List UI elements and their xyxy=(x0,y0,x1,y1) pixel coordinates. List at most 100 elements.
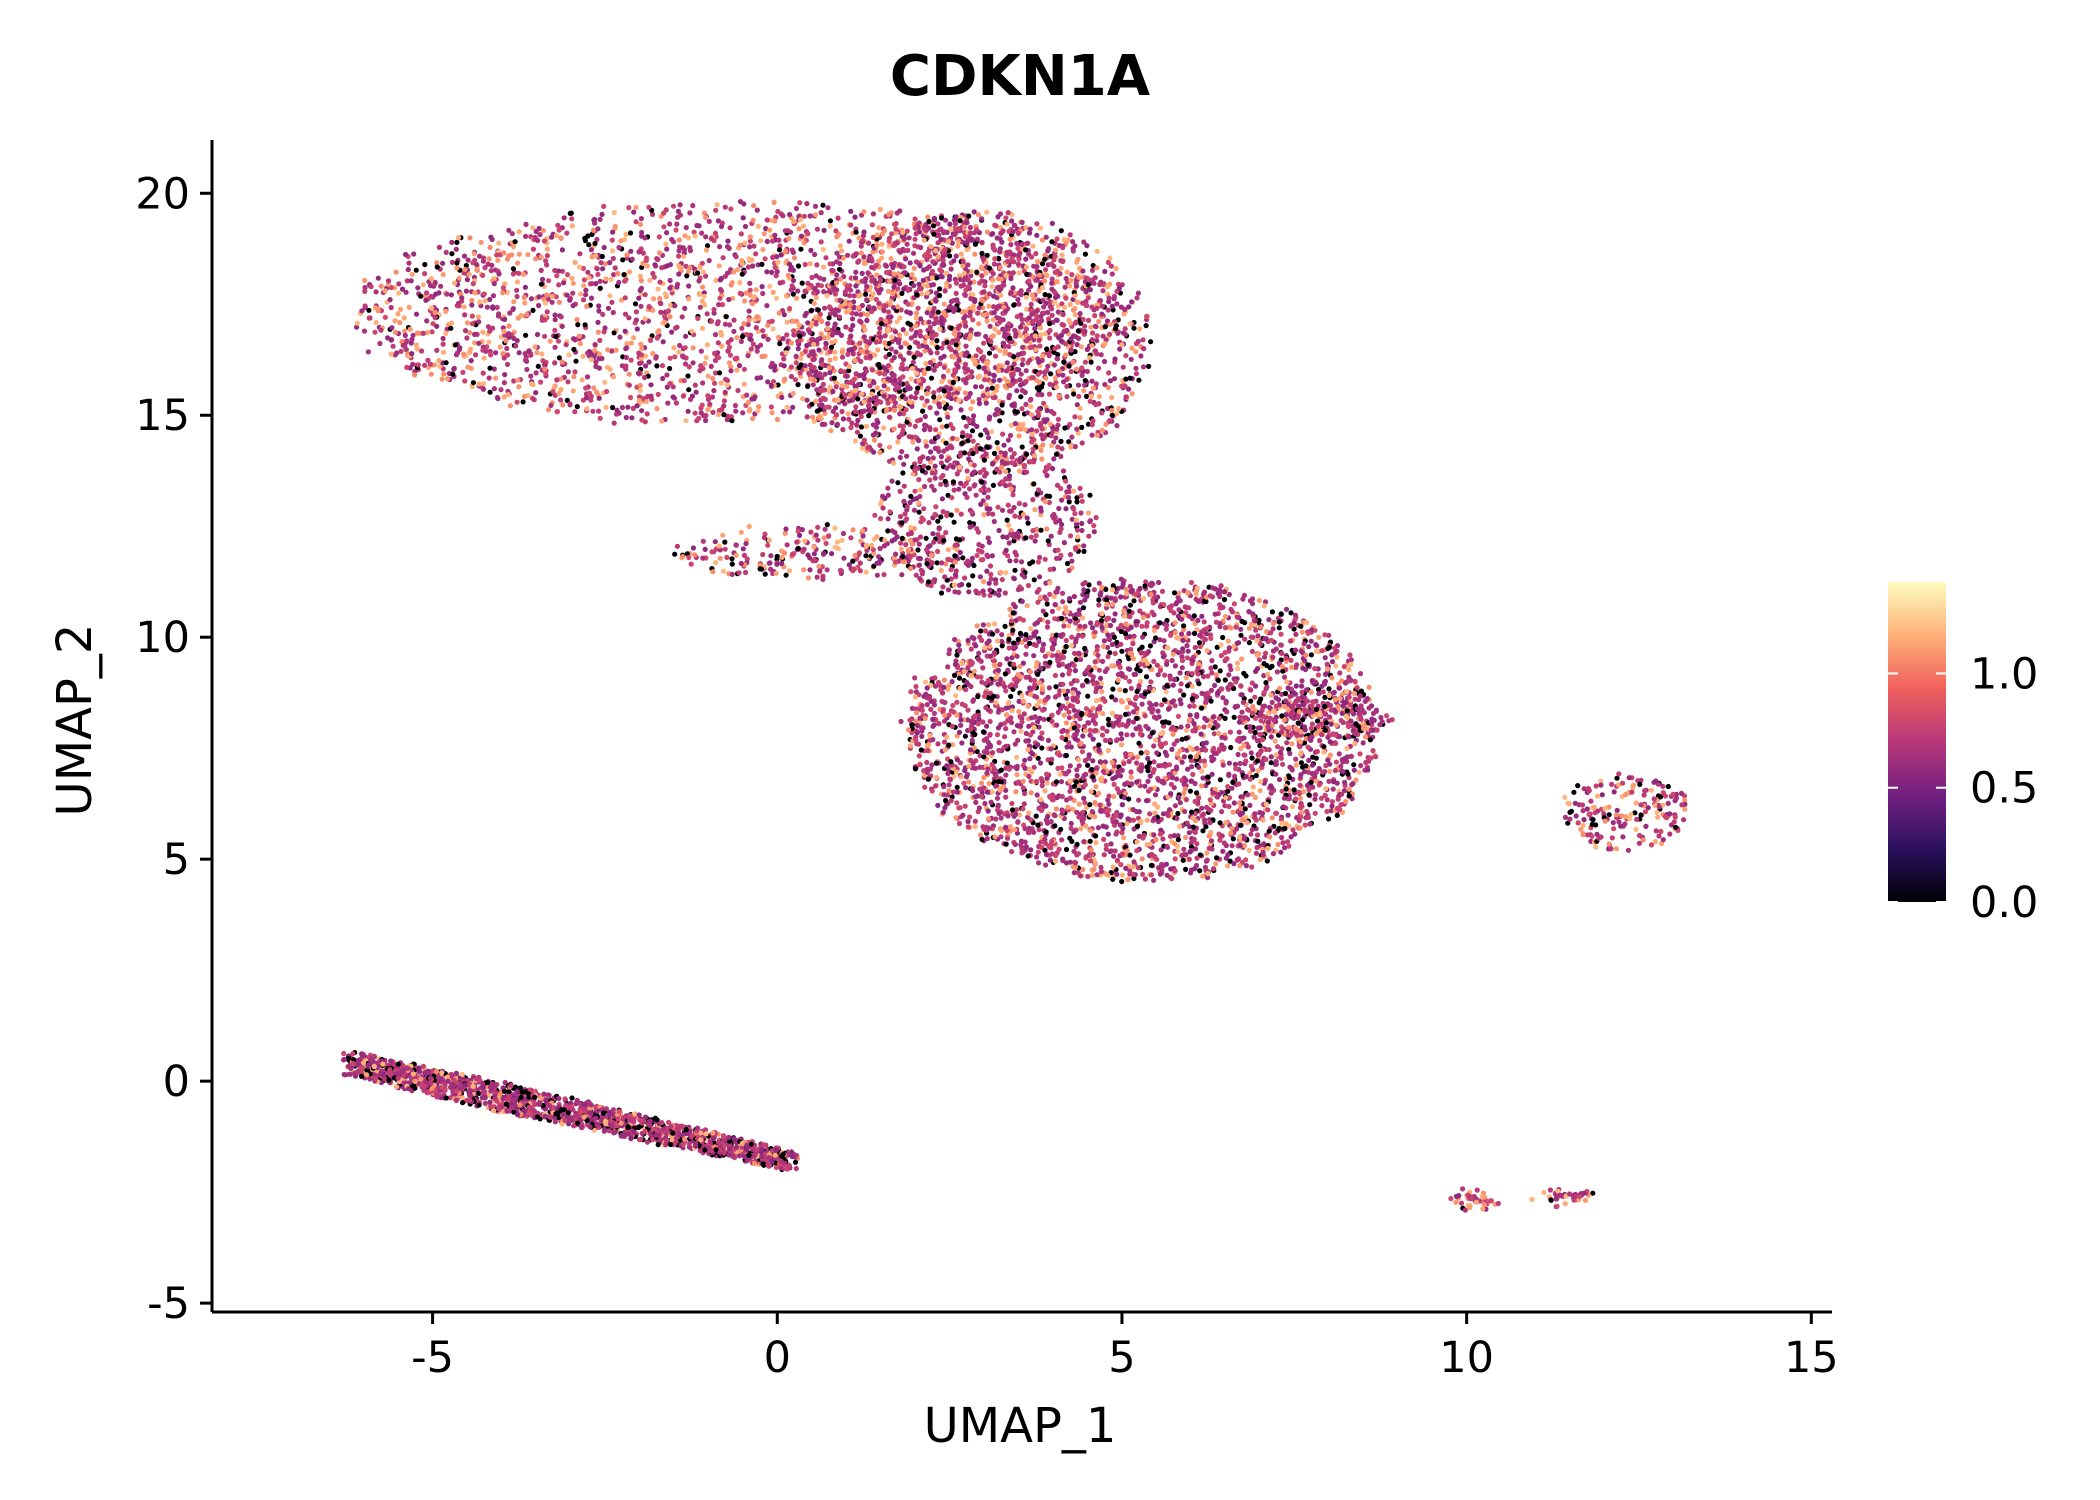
cell-point xyxy=(712,332,719,338)
cell-point xyxy=(1109,303,1115,309)
cell-point xyxy=(924,283,930,289)
cell-point xyxy=(497,344,503,350)
cell-point xyxy=(1048,533,1054,539)
cell-point xyxy=(1069,434,1075,440)
cell-point xyxy=(491,281,497,287)
cell-point xyxy=(743,569,749,576)
cell-point xyxy=(878,516,884,522)
cell-point xyxy=(464,335,470,341)
cell-point xyxy=(827,349,833,355)
cell-point xyxy=(533,370,539,376)
cell-point xyxy=(853,283,859,289)
cell-point xyxy=(771,199,777,205)
cell-point xyxy=(981,511,987,518)
cell-point xyxy=(851,566,857,573)
cell-point xyxy=(801,293,807,299)
cell-point xyxy=(864,349,870,355)
cell-point xyxy=(823,540,829,547)
cell-point xyxy=(440,341,446,347)
cell-point xyxy=(1119,383,1125,389)
cell-point xyxy=(985,386,991,392)
cell-point xyxy=(818,331,824,337)
cell-point xyxy=(526,348,532,354)
cell-point xyxy=(992,394,998,400)
cell-point xyxy=(1034,264,1040,270)
cell-point xyxy=(843,309,850,315)
cell-point xyxy=(588,397,594,403)
cell-point xyxy=(642,353,649,359)
cell-point xyxy=(699,402,705,408)
cell-point xyxy=(665,400,671,406)
cell-point xyxy=(856,372,863,379)
cell-point xyxy=(413,311,420,317)
cell-point xyxy=(1127,321,1133,327)
cell-point xyxy=(472,257,478,263)
cell-point xyxy=(395,311,401,317)
cell-point xyxy=(1026,335,1032,342)
cell-point xyxy=(848,208,854,214)
cell-point xyxy=(1066,317,1072,323)
cell-point xyxy=(776,247,783,253)
cell-point xyxy=(981,457,988,463)
cell-point xyxy=(951,582,957,588)
cell-point xyxy=(1030,446,1036,452)
cell-point xyxy=(941,248,947,254)
cell-point xyxy=(1003,468,1009,475)
cell-point xyxy=(703,417,709,424)
cell-point xyxy=(1056,393,1062,399)
cell-point xyxy=(782,376,788,382)
cell-point xyxy=(476,319,482,325)
cell-point xyxy=(935,518,941,524)
cell-point xyxy=(941,537,947,544)
cell-point xyxy=(773,570,779,576)
cell-point xyxy=(628,357,634,363)
cell-point xyxy=(546,278,552,284)
cell-point xyxy=(1114,410,1120,417)
cell-point xyxy=(978,432,984,438)
cell-point xyxy=(496,240,502,246)
cell-point xyxy=(976,321,982,327)
cell-point xyxy=(834,250,840,256)
cell-point xyxy=(1293,631,1299,638)
cell-point xyxy=(946,344,952,350)
cell-point xyxy=(1068,278,1074,284)
cell-point xyxy=(640,250,647,256)
cell-point xyxy=(667,285,673,291)
cell-point xyxy=(933,504,939,510)
cell-point xyxy=(1031,296,1037,302)
cell-point xyxy=(586,390,593,396)
cell-point xyxy=(561,280,567,286)
cell-point xyxy=(692,410,698,416)
cell-point xyxy=(696,278,702,284)
cell-point xyxy=(755,223,761,229)
cell-point xyxy=(935,309,941,315)
cell-point xyxy=(698,410,704,416)
cell-point xyxy=(681,253,687,259)
cell-point xyxy=(366,315,372,321)
cell-point xyxy=(907,399,913,405)
cell-point xyxy=(610,309,616,316)
cell-point xyxy=(664,246,670,252)
cell-point xyxy=(642,374,648,381)
cell-point xyxy=(733,408,739,414)
cell-point xyxy=(596,308,602,314)
cell-point xyxy=(799,351,805,357)
cell-point xyxy=(1016,301,1022,307)
cell-point xyxy=(427,361,433,367)
cell-point xyxy=(794,539,800,545)
cell-point xyxy=(857,568,864,574)
cell-point xyxy=(929,268,936,274)
cell-point xyxy=(947,304,954,310)
cell-point xyxy=(469,302,475,308)
cell-point xyxy=(742,223,749,230)
cell-point xyxy=(844,373,850,379)
cell-point xyxy=(732,402,739,409)
cell-point xyxy=(699,325,706,331)
cell-point xyxy=(945,414,951,420)
cell-point xyxy=(595,329,602,335)
cell-point xyxy=(428,371,434,377)
cell-point xyxy=(781,312,787,318)
cell-point xyxy=(798,217,804,223)
cell-point xyxy=(765,542,771,548)
cell-point xyxy=(998,292,1004,298)
